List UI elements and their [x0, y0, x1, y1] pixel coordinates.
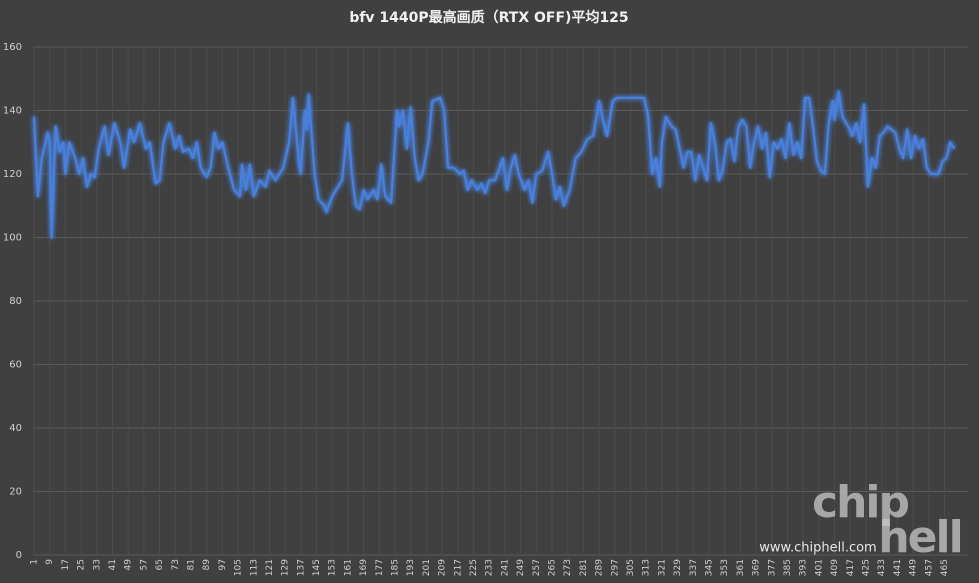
- x-tick-label: 185: [391, 559, 401, 576]
- x-tick-label: 369: [752, 559, 762, 576]
- y-tick-label: 160: [3, 42, 22, 53]
- y-tick-label: 40: [9, 423, 22, 434]
- x-tick-label: 313: [642, 559, 652, 576]
- x-tick-label: 89: [202, 559, 212, 571]
- x-tick-label: 401: [814, 559, 824, 576]
- x-tick-label: 49: [124, 559, 134, 571]
- x-tick-label: 161: [343, 559, 353, 576]
- watermark-logo: chip: [812, 477, 908, 528]
- x-tick-label: 41: [108, 559, 118, 570]
- x-tick-label: 233: [485, 559, 495, 576]
- x-tick-label: 353: [720, 559, 730, 576]
- x-tick-label: 145: [312, 559, 322, 576]
- x-tick-label: 17: [61, 559, 71, 570]
- x-tick-label: 137: [296, 559, 306, 576]
- data-line: [32, 90, 956, 239]
- x-tick-label: 249: [516, 559, 526, 576]
- y-tick-label: 120: [3, 169, 22, 180]
- x-tick-label: 385: [783, 559, 793, 576]
- x-tick-label: 65: [155, 559, 165, 570]
- x-tick-label: 321: [657, 559, 667, 576]
- x-tick-label: 425: [861, 559, 871, 576]
- x-tick-label: 177: [375, 559, 385, 576]
- x-tick-label: 281: [579, 559, 589, 576]
- x-tick-label: 345: [704, 559, 714, 576]
- y-tick-label: 20: [9, 487, 22, 498]
- x-tick-label: 153: [328, 559, 338, 576]
- x-tick-label: 105: [234, 559, 244, 576]
- y-tick-label: 140: [3, 106, 22, 117]
- x-tick-label: 289: [595, 559, 605, 576]
- x-tick-label: 297: [610, 559, 620, 576]
- x-tick-label: 417: [846, 559, 856, 576]
- x-tick-label: 433: [877, 559, 887, 576]
- plot: [32, 90, 956, 239]
- y-tick-label: 100: [3, 233, 22, 244]
- x-tick-label: 449: [909, 559, 919, 576]
- x-tick-label: 225: [469, 559, 479, 576]
- x-tick-label: 273: [563, 559, 573, 576]
- x-tick-label: 9: [45, 559, 55, 565]
- x-tick-label: 57: [139, 559, 149, 570]
- x-tick-label: 337: [689, 559, 699, 576]
- x-tick-label: 33: [92, 559, 102, 570]
- x-tick-label: 129: [281, 559, 291, 576]
- grid: 0 20 40 60 80 100 120 140 160 1 9 17 25 33 41 49 57 65 73 8…: [3, 42, 968, 576]
- x-tick-label: 361: [736, 559, 746, 576]
- x-tick-label: 305: [626, 559, 636, 576]
- x-tick-label: 73: [171, 559, 181, 570]
- x-tick-label: 121: [265, 559, 275, 576]
- x-tick-label: 465: [940, 559, 950, 576]
- x-tick-label: 457: [924, 559, 934, 576]
- x-tick-label: 113: [249, 559, 259, 576]
- x-tick-label: 393: [799, 559, 809, 576]
- x-tick-label: 257: [532, 559, 542, 576]
- x-tick-label: 169: [359, 559, 369, 576]
- x-tick-label: 193: [406, 559, 416, 576]
- x-tick-label: 329: [673, 559, 683, 576]
- x-tick-label: 265: [548, 559, 558, 576]
- x-tick-label: 81: [186, 559, 196, 570]
- watermark-url: www.chiphell.com: [759, 541, 876, 556]
- x-tick-label: 201: [422, 559, 432, 576]
- x-tick-label: 441: [893, 559, 903, 576]
- x-tick-label: 377: [767, 559, 777, 576]
- watermark-logo: hell: [878, 512, 961, 563]
- y-tick-label: 60: [9, 360, 22, 371]
- x-tick-label: 1: [29, 559, 39, 565]
- chart-title: bfv 1440P最高画质（RTX OFF)平均125: [349, 9, 628, 26]
- x-tick-label: 217: [453, 559, 463, 576]
- x-tick-label: 25: [77, 559, 87, 570]
- x-tick-label: 409: [830, 559, 840, 576]
- y-tick-label: 0: [16, 550, 22, 561]
- x-tick-label: 241: [500, 559, 510, 576]
- y-tick-label: 80: [9, 296, 22, 307]
- x-tick-label: 97: [218, 559, 228, 570]
- x-tick-label: 209: [438, 559, 448, 576]
